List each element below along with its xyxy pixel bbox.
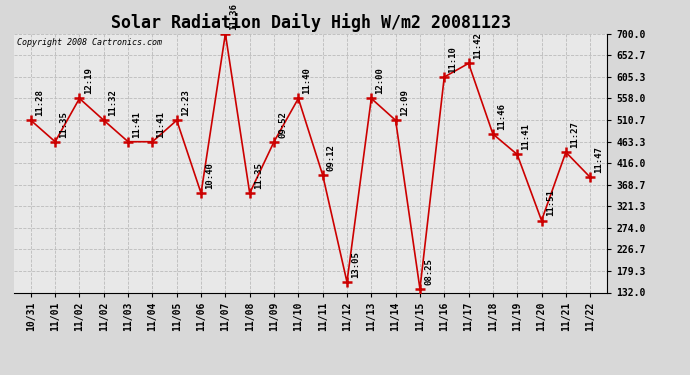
Text: 10:40: 10:40 (205, 162, 214, 189)
Text: 11:47: 11:47 (594, 146, 603, 173)
Text: 11:42: 11:42 (473, 32, 482, 59)
Text: 09:12: 09:12 (327, 144, 336, 171)
Text: 11:46: 11:46 (497, 103, 506, 130)
Title: Solar Radiation Daily High W/m2 20081123: Solar Radiation Daily High W/m2 20081123 (110, 13, 511, 32)
Text: 12:23: 12:23 (181, 89, 190, 116)
Text: Copyright 2008 Cartronics.com: Copyright 2008 Cartronics.com (17, 38, 161, 46)
Text: 08:25: 08:25 (424, 258, 433, 285)
Text: 11:35: 11:35 (59, 111, 68, 138)
Text: 13:05: 13:05 (351, 251, 360, 278)
Text: 11:10: 11:10 (448, 46, 457, 73)
Text: 11:35: 11:35 (254, 162, 263, 189)
Text: 11:41: 11:41 (132, 111, 141, 138)
Text: 09:52: 09:52 (278, 111, 287, 138)
Text: 11:32: 11:32 (108, 89, 117, 116)
Text: 11:41: 11:41 (522, 123, 531, 150)
Text: 11:36: 11:36 (230, 3, 239, 30)
Text: 12:00: 12:00 (375, 68, 384, 94)
Text: 12:19: 12:19 (83, 68, 92, 94)
Text: 12:09: 12:09 (400, 89, 408, 116)
Text: 11:41: 11:41 (157, 111, 166, 138)
Text: 11:28: 11:28 (35, 89, 44, 116)
Text: 11:51: 11:51 (546, 189, 555, 216)
Text: 11:40: 11:40 (302, 68, 311, 94)
Text: 11:27: 11:27 (570, 121, 579, 148)
